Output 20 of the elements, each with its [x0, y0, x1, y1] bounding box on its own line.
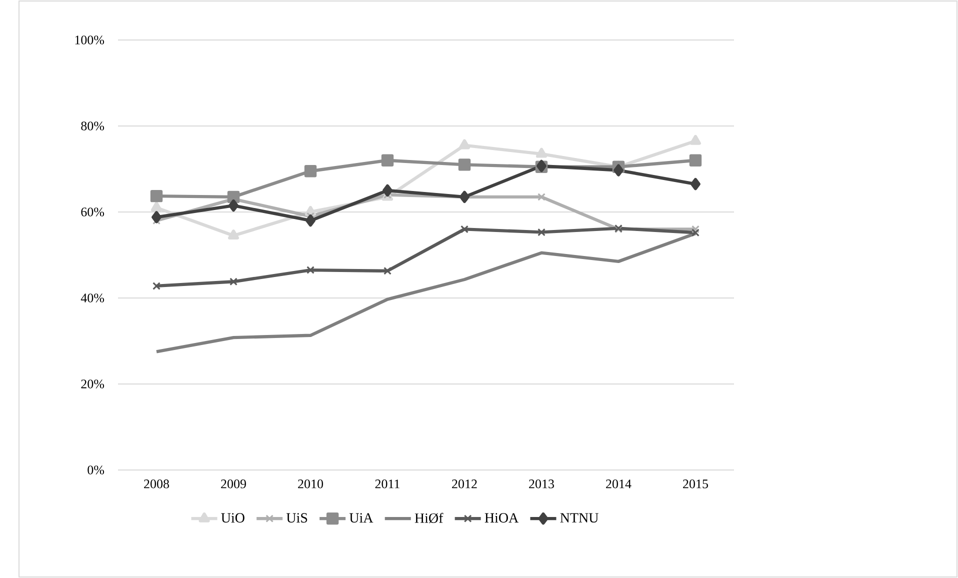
y-tick-label: 80%: [81, 122, 104, 130]
y-tick-label: 100%: [75, 36, 104, 44]
x-tick-label: 2014: [606, 480, 632, 488]
x-tick-label: 2008: [144, 480, 170, 488]
legend-label: HiOA: [484, 513, 519, 523]
x-tick-label: 2010: [298, 480, 324, 488]
y-tick-label: 20%: [81, 380, 104, 388]
legend-label: UiS: [286, 513, 308, 523]
x-tick-label: 2013: [529, 480, 554, 488]
y-tick-label: 40%: [80, 294, 104, 302]
legend-label: NTNU: [560, 513, 598, 523]
legend-label: HiØf: [414, 512, 444, 524]
x-tick-label: 2011: [375, 480, 400, 488]
y-tick-label: 0%: [88, 466, 104, 474]
legend-label: UiA: [349, 513, 374, 523]
x-tick-label: 2009: [221, 480, 246, 488]
x-tick-label: 2012: [452, 480, 477, 488]
x-tick-label: 2015: [683, 480, 708, 488]
legend-label: UiO: [221, 513, 244, 523]
y-tick-label: 60%: [81, 208, 104, 216]
